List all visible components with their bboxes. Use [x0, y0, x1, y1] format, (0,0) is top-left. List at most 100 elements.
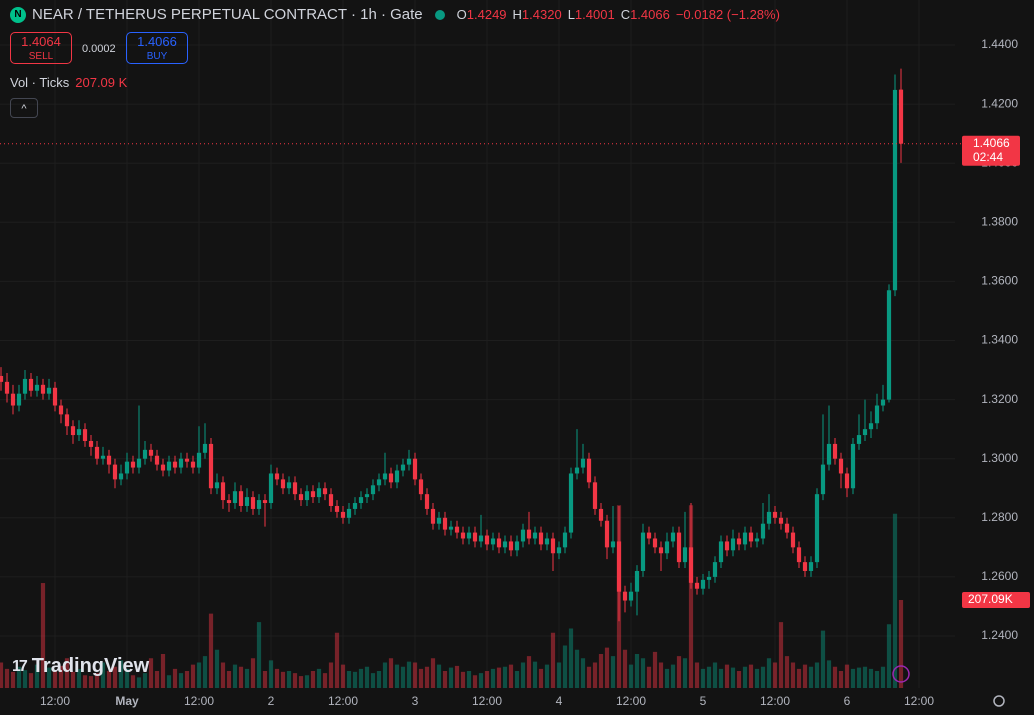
logo-icon: 17	[12, 657, 28, 675]
candle-body	[604, 520, 610, 548]
volume-bar	[178, 673, 184, 688]
sell-button[interactable]: 1.4064 SELL	[10, 32, 72, 64]
candle-body	[466, 532, 472, 539]
volume-bar	[142, 673, 148, 688]
volume-bar	[208, 613, 214, 688]
volume-tag	[962, 591, 1030, 608]
candle-body	[658, 547, 664, 554]
candle-body	[772, 511, 778, 518]
y-tick-label: 1.3600	[981, 274, 1018, 288]
volume-bar	[286, 671, 292, 688]
volume-bar	[154, 671, 160, 688]
candle-body	[370, 485, 376, 495]
candle-body	[430, 508, 436, 524]
candle-body	[412, 458, 418, 480]
volume-bar	[538, 668, 544, 688]
volume-bar	[232, 664, 238, 688]
candle-body	[748, 532, 754, 542]
candle-body	[196, 452, 202, 468]
candle-body	[736, 538, 742, 545]
candle-body	[832, 443, 838, 459]
candle-body	[316, 488, 322, 498]
candle-body	[484, 535, 490, 545]
volume-bar	[754, 668, 760, 688]
candle-body	[424, 494, 430, 509]
ohlc-value: 1.4001	[574, 7, 615, 22]
volume-bar	[646, 666, 652, 688]
candle-body	[868, 423, 874, 430]
volume-bar	[262, 671, 268, 688]
ohlc-key: C	[620, 7, 631, 22]
volume-bar	[802, 664, 808, 688]
volume-bar	[628, 664, 634, 688]
buy-button[interactable]: 1.4066 BUY	[126, 32, 188, 64]
candle-body	[208, 443, 214, 489]
volume-bar	[430, 658, 436, 688]
volume-bar	[640, 658, 646, 688]
volume-bar	[238, 666, 244, 688]
volume-bar	[682, 658, 688, 688]
ohlc-key: O	[456, 7, 467, 22]
volume-bar	[760, 666, 766, 688]
candle-body	[646, 532, 652, 539]
volume-bar	[460, 671, 466, 688]
volume-bar	[370, 673, 376, 688]
candle-body	[46, 387, 52, 394]
volume-bar	[412, 662, 418, 688]
volume-bar	[406, 661, 412, 688]
candle-body	[622, 591, 628, 601]
y-tick-label: 1.4200	[981, 96, 1018, 110]
candle-body	[112, 464, 118, 480]
candle-body	[448, 526, 454, 530]
volume-bar	[730, 667, 736, 688]
candle-body	[232, 491, 238, 504]
volume-bar	[358, 668, 364, 688]
volume-bar	[826, 660, 832, 688]
candle-body	[202, 443, 208, 453]
candle-body	[226, 500, 232, 504]
volume-bar	[688, 505, 694, 688]
volume-bar	[304, 675, 310, 688]
candle-body	[244, 497, 250, 506]
candle-body	[358, 497, 364, 504]
candle-body	[142, 449, 148, 459]
candle-body	[4, 381, 10, 394]
ohlc-value: 1.4320	[521, 7, 562, 22]
volume-bar	[466, 671, 472, 688]
candle-body	[814, 494, 820, 563]
y-tick-label: 1.2400	[981, 628, 1018, 642]
volume-bar	[592, 662, 598, 688]
volume-bar	[880, 666, 886, 688]
symbol[interactable]: NEAR / TETHERUS PERPETUAL CONTRACT · 1h …	[32, 6, 423, 23]
candle-body	[676, 532, 682, 563]
volume-bar	[586, 666, 592, 688]
collapse-button[interactable]: ^	[10, 98, 38, 118]
x-tick-label: 12:00	[40, 694, 70, 708]
volume-bar	[820, 630, 826, 688]
volume-bar	[184, 671, 190, 688]
change: −0.0182 (−1.28%)	[675, 7, 780, 22]
volume-bar	[664, 668, 670, 688]
y-tick-label: 1.4400	[981, 37, 1018, 51]
volume-bar	[796, 668, 802, 688]
volume-bar	[478, 673, 484, 688]
volume-bar	[874, 671, 880, 688]
candle-body	[340, 511, 346, 518]
candle-body	[382, 473, 388, 480]
candle-body	[16, 393, 22, 406]
volume-bar	[436, 664, 442, 688]
candle-body	[10, 393, 16, 406]
volume-bar	[148, 658, 154, 688]
candle-body	[778, 517, 784, 524]
candle-body	[22, 378, 28, 394]
volume-bar	[526, 656, 532, 688]
grid	[0, 0, 955, 688]
volume-bar	[862, 666, 868, 688]
volume-bar	[328, 662, 334, 688]
candle-body	[418, 479, 424, 495]
x-tick-label: 3	[412, 694, 419, 708]
volume-bar	[100, 662, 106, 688]
volume-bar	[448, 667, 454, 688]
volume-bar	[694, 662, 700, 688]
last-price-tag	[962, 135, 1020, 166]
